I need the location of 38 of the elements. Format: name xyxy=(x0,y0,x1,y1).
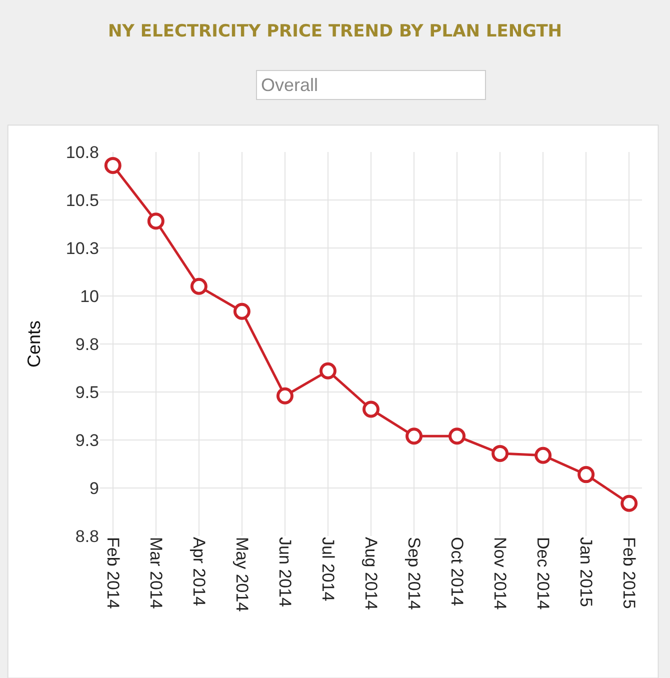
x-tick-label: Jul 2014 xyxy=(318,537,338,602)
chart-title: NY ELECTRICITY PRICE TREND BY PLAN LENGTH xyxy=(108,21,562,42)
y-tick-label: 10.8 xyxy=(66,142,99,162)
y-tick-label: 9.8 xyxy=(75,334,99,354)
x-tick-label: Jan 2015 xyxy=(576,537,596,607)
point xyxy=(534,446,552,464)
point xyxy=(276,387,294,404)
x-tick-label: Aug 2014 xyxy=(361,537,380,610)
point xyxy=(492,444,509,462)
point xyxy=(578,466,595,484)
y-tick-label: 8.8 xyxy=(75,526,99,546)
y-tick-label: 10 xyxy=(80,286,99,306)
x-tick-label: Dec 2014 xyxy=(534,537,553,610)
y-axis-title: Cents xyxy=(24,320,44,368)
point xyxy=(319,362,336,380)
y-tick-label: 9.3 xyxy=(75,430,99,450)
point xyxy=(406,428,423,445)
point xyxy=(190,278,208,295)
point xyxy=(147,212,164,230)
chart-subtitle: Overall xyxy=(261,75,318,95)
y-tick-label: 10.5 xyxy=(66,190,99,210)
x-tick-label: Feb 2014 xyxy=(103,537,122,609)
point xyxy=(448,428,466,445)
x-tick-label: Nov 2014 xyxy=(490,537,510,610)
point xyxy=(104,156,122,174)
point xyxy=(233,302,250,320)
y-tick-label: 9 xyxy=(90,478,99,498)
x-tick-label: Sep 2014 xyxy=(404,537,424,610)
x-tick-label: Mar 2014 xyxy=(146,537,166,609)
x-tick-label: Jun 2014 xyxy=(275,537,294,607)
x-tick-label: Apr 2014 xyxy=(189,537,208,606)
x-tick-label: May 2014 xyxy=(232,537,252,612)
x-tick-label: Oct 2014 xyxy=(448,537,467,606)
y-tick-label: 9.5 xyxy=(75,382,99,402)
point xyxy=(362,400,380,418)
x-tick-label: Feb 2015 xyxy=(620,537,639,609)
point xyxy=(620,494,638,512)
y-tick-label: 10.3 xyxy=(66,238,99,258)
